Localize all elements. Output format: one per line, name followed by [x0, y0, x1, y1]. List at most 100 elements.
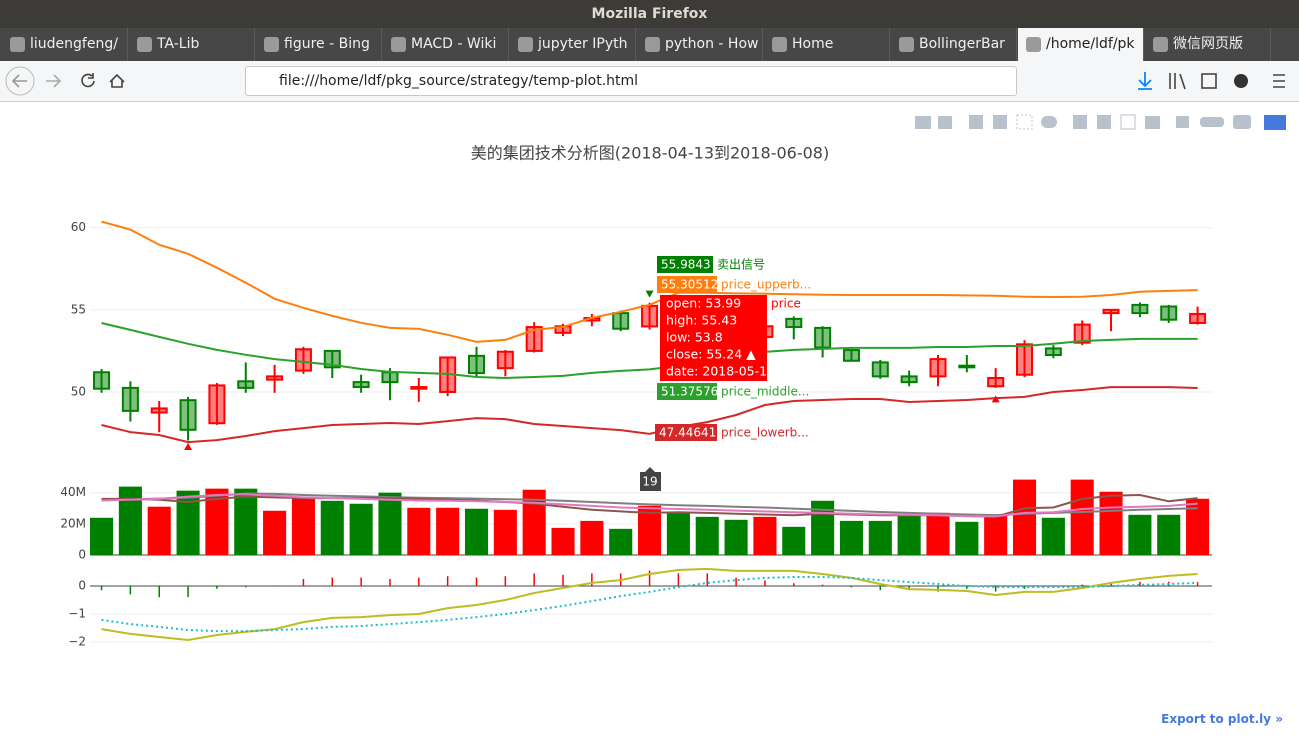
tab[interactable]: TA-Lib: [129, 28, 255, 61]
bar: [446, 576, 449, 586]
bar: [551, 527, 575, 555]
tab[interactable]: /home/ldf/pk: [1018, 28, 1144, 61]
bar: [609, 528, 633, 555]
tab-title: 微信网页版: [1173, 36, 1243, 52]
tab[interactable]: BollingerBar: [891, 28, 1017, 61]
candle-body: [814, 326, 832, 349]
modebar-button[interactable]: [1176, 116, 1189, 128]
bar: [937, 586, 939, 592]
tab-title: figure - Bing: [284, 36, 370, 52]
bar: [648, 570, 651, 586]
bar: [234, 488, 258, 555]
modebar-button[interactable]: [1200, 117, 1224, 127]
menu-button[interactable]: [1273, 74, 1285, 88]
candle-body: [1189, 312, 1207, 324]
tab[interactable]: MACD - Wiki: [383, 28, 509, 61]
candle-body: [1102, 308, 1120, 315]
tab-bar: liudengfeng/TA-Lib figure - Bing MACD - Wi…: [0, 28, 1299, 61]
bar: [1041, 517, 1065, 555]
bar: [418, 577, 420, 586]
line: [101, 493, 1198, 518]
modebar-button[interactable]: [1120, 114, 1136, 130]
tab[interactable]: python - How: [637, 28, 763, 61]
y-tick-label: 60: [71, 220, 86, 234]
bar: [868, 520, 892, 555]
candle-body: [410, 386, 428, 390]
sidebar-button[interactable]: [1201, 73, 1217, 89]
bar: [677, 573, 680, 586]
candle-body: [785, 317, 803, 329]
tab[interactable]: jupyter IPyth: [510, 28, 636, 61]
modebar-button[interactable]: [1073, 115, 1087, 129]
tooltip-line: high: 55.43: [666, 313, 737, 328]
candle-body: [496, 350, 514, 370]
hover-label-box: [657, 383, 717, 400]
line: [101, 567, 1198, 642]
tab-icon: [772, 37, 787, 52]
back-button[interactable]: [5, 66, 35, 96]
export-link[interactable]: Export to plot.ly »: [1161, 712, 1283, 726]
modebar-button[interactable]: [1233, 115, 1251, 129]
modebar-button[interactable]: [993, 115, 1007, 129]
tab-icon: [1153, 37, 1168, 52]
modebar-button[interactable]: [915, 116, 931, 129]
bar: [706, 573, 708, 586]
modebar-button[interactable]: [1016, 114, 1033, 130]
reload-button[interactable]: [81, 73, 95, 88]
y-tick-label: 50: [71, 384, 86, 398]
bar: [147, 506, 171, 555]
tab[interactable]: figure - Bing: [256, 28, 382, 61]
bar: [821, 584, 824, 586]
bar: [562, 574, 564, 586]
signal-marker: [991, 395, 1000, 403]
tab[interactable]: Home: [764, 28, 890, 61]
downloads-button[interactable]: [1138, 72, 1152, 90]
tooltip-box: [660, 295, 767, 381]
hover-label-box: [657, 256, 713, 273]
chart-title: 美的集团技术分析图(2018-04-13到2018-06-08): [471, 144, 829, 163]
bar: [273, 585, 276, 586]
y-tick-label: 55: [71, 302, 86, 316]
bar: [1081, 584, 1083, 586]
modebar-button[interactable]: [1097, 115, 1111, 129]
bar: [926, 512, 950, 555]
candle-body: [121, 386, 139, 412]
tab-title: MACD - Wiki: [411, 36, 497, 52]
hover-label-value: 51.37576: [661, 385, 718, 399]
library-button[interactable]: [1169, 73, 1186, 90]
tab-title: TA-Lib: [157, 36, 200, 52]
modebar-button[interactable]: [1145, 116, 1160, 129]
bar: [129, 586, 132, 595]
bar: [580, 520, 604, 555]
nav-buttons: [5, 66, 125, 96]
candle-body: [525, 326, 543, 352]
modebar-button[interactable]: [1264, 115, 1286, 130]
bar: [1110, 583, 1112, 586]
tab-title: python - How: [665, 36, 759, 52]
extension-button[interactable]: [1234, 74, 1248, 88]
bar: [302, 579, 305, 586]
modebar-button[interactable]: [969, 115, 983, 129]
bar: [764, 580, 766, 586]
bar: [522, 489, 546, 555]
tab[interactable]: 微信网页版: [1145, 28, 1271, 61]
bar: [879, 586, 882, 591]
tab[interactable]: liudengfeng/: [2, 28, 128, 61]
candle-body: [929, 358, 947, 378]
home-button[interactable]: [109, 73, 125, 88]
forward-button[interactable]: [46, 74, 62, 88]
bar: [793, 583, 795, 586]
bar: [291, 497, 315, 555]
hover-label-box: [655, 424, 717, 441]
line: [101, 493, 1198, 518]
url-bar[interactable]: file:///home/ldf/pkg_source/strategy/tem…: [245, 66, 1017, 96]
candle-body: [641, 304, 659, 328]
bar: [695, 516, 719, 555]
bar: [360, 577, 362, 586]
bar: [533, 573, 535, 586]
candle-body: [294, 348, 312, 372]
bar: [1023, 586, 1026, 589]
modebar-button[interactable]: [938, 116, 952, 129]
bar: [1186, 498, 1210, 555]
modebar-button[interactable]: [1041, 116, 1057, 128]
